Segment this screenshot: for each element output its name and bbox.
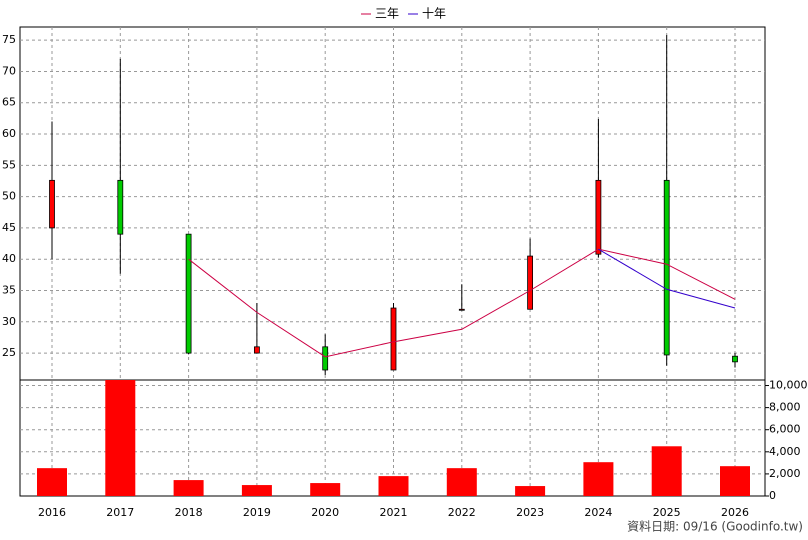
volume-bar xyxy=(515,486,546,496)
candle-body xyxy=(527,255,533,310)
y2-tick-label: 6,000 xyxy=(769,423,801,436)
y-tick-label: 75 xyxy=(2,33,16,46)
x-tick-label: 2019 xyxy=(243,506,271,519)
volume-bar xyxy=(378,476,409,496)
x-tick-label: 2025 xyxy=(653,506,681,519)
ma-line xyxy=(598,248,736,309)
x-tick-label: 2020 xyxy=(311,506,339,519)
y-tick-label: 65 xyxy=(2,96,16,109)
y2-tick-label: 10,000 xyxy=(769,379,808,392)
candle-body xyxy=(595,179,602,255)
candle-body xyxy=(390,307,397,371)
volume-bar xyxy=(446,468,477,496)
y-tick-label: 55 xyxy=(2,158,16,171)
x-tick-label: 2016 xyxy=(38,506,66,519)
volume-bar xyxy=(241,485,272,496)
candle-body xyxy=(253,346,260,354)
volume-bar xyxy=(310,483,341,496)
x-tick-label: 2017 xyxy=(106,506,134,519)
volume-bar xyxy=(37,468,67,496)
x-tick-label: 2021 xyxy=(380,506,408,519)
volume-bar xyxy=(720,466,750,496)
y-tick-label: 35 xyxy=(2,283,16,296)
volume-bar xyxy=(583,462,614,496)
candle-body xyxy=(185,233,192,354)
candle-body xyxy=(322,346,329,371)
y-tick-label: 50 xyxy=(2,190,16,203)
candle-body xyxy=(732,355,738,363)
legend-label: 三年 xyxy=(375,7,399,21)
candle-body xyxy=(117,179,124,235)
candle-body xyxy=(49,179,55,229)
volume-bar xyxy=(173,480,204,496)
y2-tick-label: 4,000 xyxy=(769,445,801,458)
candle-body xyxy=(663,179,670,356)
legend-label: 十年 xyxy=(422,7,446,21)
y-tick-label: 40 xyxy=(2,252,16,265)
volume-bar xyxy=(105,380,136,496)
x-tick-label: 2023 xyxy=(516,506,544,519)
y-tick-label: 45 xyxy=(2,221,16,234)
y-tick-label: 60 xyxy=(2,127,16,140)
y2-tick-label: 8,000 xyxy=(769,401,801,414)
y2-tick-label: 2,000 xyxy=(769,467,801,480)
y2-tick-label: 0 xyxy=(769,489,776,502)
volume-bar xyxy=(651,446,682,496)
x-tick-label: 2024 xyxy=(584,506,612,519)
x-tick-label: 2026 xyxy=(721,506,749,519)
y-tick-label: 25 xyxy=(2,346,16,359)
candle-body xyxy=(458,308,465,311)
x-tick-label: 2022 xyxy=(448,506,476,519)
x-tick-label: 2018 xyxy=(175,506,203,519)
ma-line xyxy=(188,248,736,358)
y-tick-label: 30 xyxy=(2,315,16,328)
source-note: 資料日期: 09/16 (Goodinfo.tw) xyxy=(627,520,803,534)
y-tick-label: 70 xyxy=(2,64,16,77)
